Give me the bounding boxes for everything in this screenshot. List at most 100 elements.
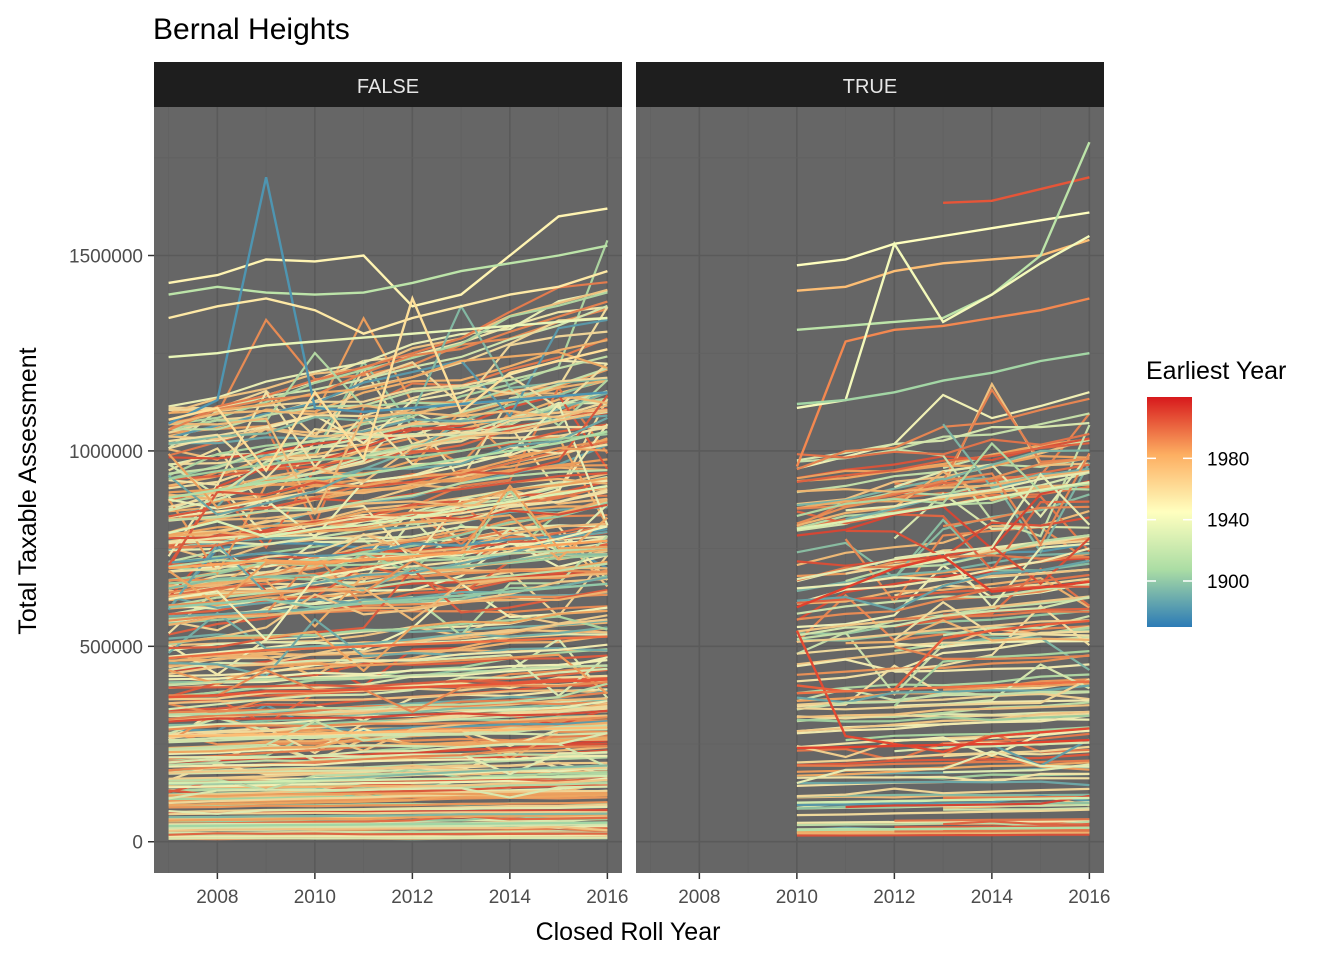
x-tick-label: 2008 — [678, 887, 720, 908]
trajectory-line — [168, 477, 608, 537]
trajectory-line — [943, 820, 1090, 826]
trajectory-line — [168, 716, 608, 731]
trajectory-line — [167, 536, 608, 635]
series-line — [168, 582, 608, 609]
series-line — [168, 635, 608, 660]
facet-strip — [154, 62, 622, 107]
facet-panels: FALSE 2008 2010 2012 2014 2016 TRUE 2008 2010 201… — [154, 62, 1111, 908]
trajectory-line — [168, 805, 608, 815]
series-line — [795, 297, 1090, 468]
trajectory-line — [796, 819, 1090, 824]
series-line — [796, 796, 1090, 804]
trajectory-line — [796, 780, 1090, 787]
trajectory-line — [168, 791, 608, 798]
trajectory-line — [845, 726, 1090, 742]
trajectory-line — [168, 836, 608, 840]
trajectory-line — [168, 705, 608, 740]
x-tick-label: 2012 — [391, 887, 433, 908]
trajectory-line — [168, 404, 608, 516]
trajectory-line — [168, 350, 608, 414]
series-line — [796, 680, 1090, 695]
trajectory-line — [796, 421, 1090, 462]
trajectory-line — [168, 392, 608, 500]
series-line — [168, 484, 608, 539]
series-line — [796, 555, 1090, 609]
trajectory-line — [796, 619, 1090, 643]
series-line — [168, 821, 608, 828]
series-line — [168, 774, 608, 785]
series-line — [168, 269, 608, 335]
trajectory-line — [894, 663, 1090, 673]
trajectory-line — [168, 240, 609, 477]
trajectory-line — [845, 516, 1090, 559]
trajectory-line — [168, 825, 608, 832]
trajectory-line — [845, 471, 1090, 512]
trajectory-line — [796, 714, 1090, 723]
color-legend: Earliest Year 1900 1940 1980 — [1146, 357, 1286, 627]
trajectory-line — [168, 562, 608, 608]
trajectory-line — [796, 559, 1090, 612]
trajectory-line — [168, 732, 608, 764]
trajectory-line — [168, 553, 608, 592]
legend-tick-label: 1940 — [1207, 511, 1249, 532]
trajectory-line — [168, 754, 608, 768]
series-line — [796, 141, 1091, 331]
x-tick-label: 2014 — [971, 887, 1014, 908]
trajectory-line — [168, 813, 608, 822]
series-line — [943, 176, 1090, 204]
trajectory-line — [168, 609, 608, 673]
trajectory-line — [796, 441, 1090, 517]
series-line — [168, 207, 608, 308]
trajectory-line — [168, 330, 608, 439]
trajectory-line — [845, 619, 1090, 645]
x-axis-label: Closed Roll Year — [536, 918, 721, 946]
x-tick-label: 2008 — [196, 887, 238, 908]
trajectory-line — [168, 746, 608, 772]
trajectory-line — [796, 714, 1090, 735]
trajectory-line — [168, 810, 608, 816]
trajectory-line — [796, 457, 1090, 525]
trajectory-line — [796, 547, 1090, 605]
trajectory-line — [168, 617, 608, 678]
trajectory-line — [796, 787, 1090, 798]
trajectory-line — [168, 288, 608, 415]
trajectory-line — [796, 710, 1090, 733]
trajectory-line — [796, 482, 1090, 510]
trajectory-line — [168, 303, 608, 446]
trajectory-line — [796, 500, 1090, 572]
trajectory-line — [796, 470, 1090, 527]
trajectory-line — [168, 577, 608, 645]
trajectory-line — [796, 808, 1090, 817]
y-axis-label: Total Taxable Assessment — [14, 347, 42, 634]
series-line — [796, 738, 1090, 750]
trajectory-line — [796, 745, 1090, 764]
trajectory-line — [845, 794, 1090, 809]
trajectory-line — [168, 801, 608, 809]
trajectory-line — [796, 831, 1090, 835]
trajectory-line — [168, 582, 608, 658]
trajectory-line — [168, 390, 608, 512]
trajectory-line — [167, 416, 608, 516]
series-lines — [795, 141, 1091, 832]
x-axis: 2008 2010 2012 2014 2016 — [678, 873, 1111, 908]
x-tick-label: 2010 — [776, 887, 818, 908]
trajectory-line — [168, 682, 608, 716]
trajectory-lines — [167, 240, 609, 841]
series-line — [796, 352, 1090, 406]
trajectory-line — [943, 795, 1090, 800]
trajectory-line — [894, 818, 1090, 822]
y-tick-label: 1500000 — [69, 247, 143, 268]
trajectory-line — [796, 750, 1090, 785]
legend-ticks: 1900 1940 1980 — [1147, 449, 1249, 593]
facet-strip-label: TRUE — [843, 76, 897, 98]
legend-tick-label: 1980 — [1207, 449, 1249, 470]
trajectory-line — [168, 469, 608, 522]
trajectory-line — [894, 610, 1090, 621]
trajectory-line — [168, 514, 609, 561]
trajectory-line — [796, 469, 1090, 493]
series-line — [168, 539, 608, 570]
trajectory-line — [796, 759, 1090, 768]
y-axis: 0 500000 1000000 1500000 — [69, 247, 154, 854]
trajectory-line — [168, 477, 608, 501]
trajectory-line — [168, 736, 608, 754]
